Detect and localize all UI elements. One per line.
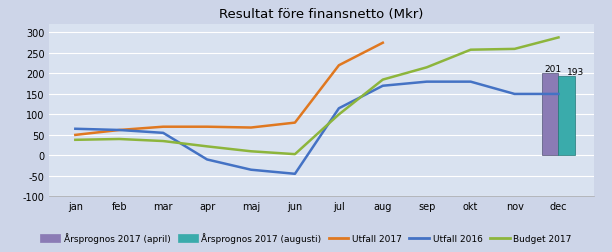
Legend: Årsprognos 2017 (april), Årsprognos 2017 (augusti), Utfall 2017, Utfall 2016, Bu: Årsprognos 2017 (april), Årsprognos 2017… bbox=[36, 228, 576, 247]
Text: 193: 193 bbox=[567, 68, 584, 77]
Title: Resultat före finansnetto (Mkr): Resultat före finansnetto (Mkr) bbox=[219, 8, 424, 21]
Bar bbox=[542, 74, 559, 156]
Text: 201: 201 bbox=[545, 65, 562, 74]
Bar bbox=[559, 77, 575, 156]
